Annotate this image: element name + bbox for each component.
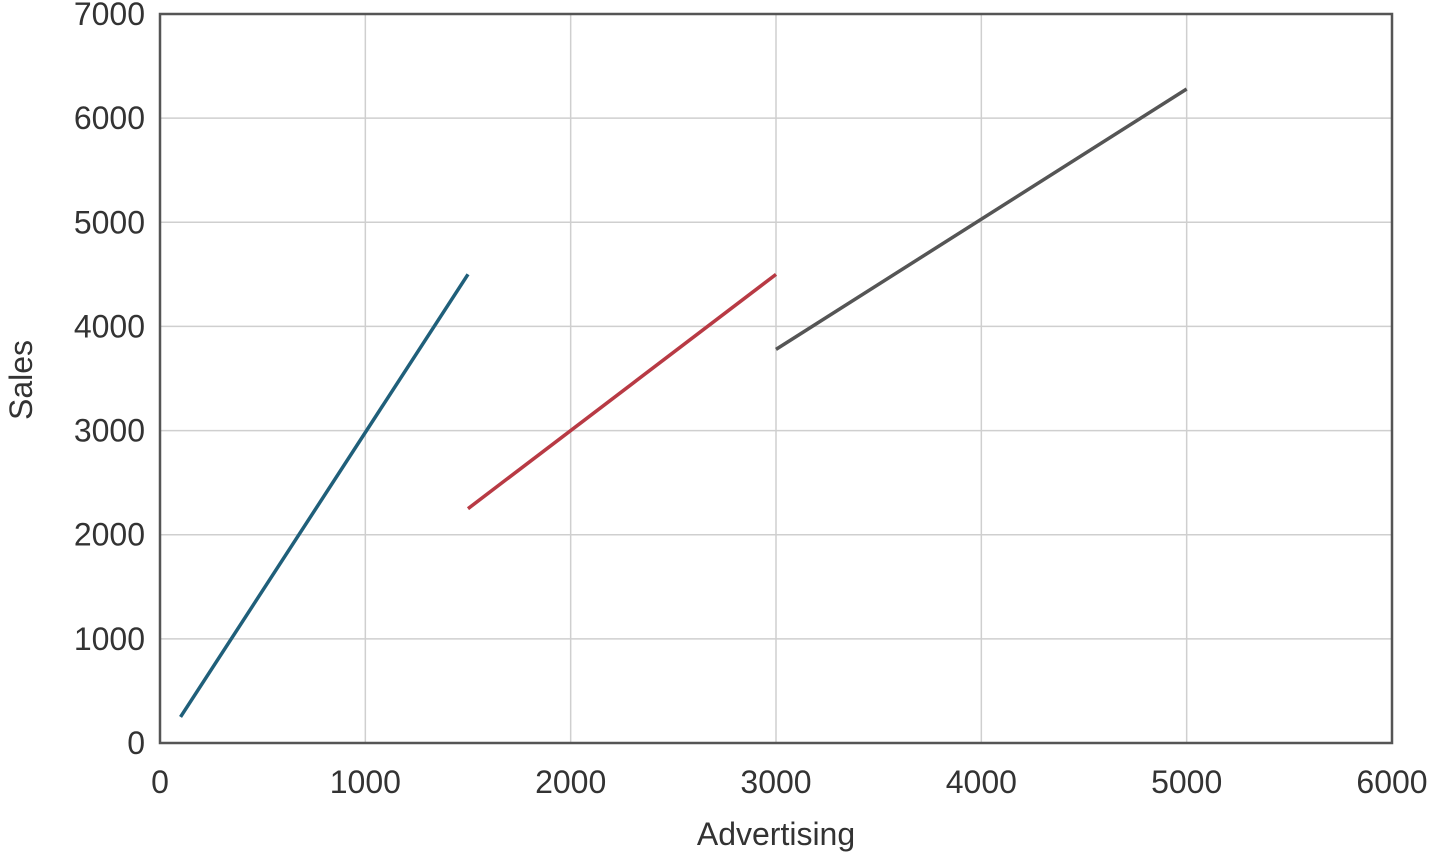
x-tick-label: 4000 bbox=[946, 764, 1017, 800]
x-tick-label: 2000 bbox=[535, 764, 606, 800]
x-tick-labels: 0 1000 2000 3000 4000 5000 6000 bbox=[151, 764, 1427, 800]
y-axis-label: Sales bbox=[3, 340, 39, 420]
x-tick-label: 5000 bbox=[1151, 764, 1222, 800]
x-tick-label: 3000 bbox=[740, 764, 811, 800]
plot-frame bbox=[158, 12, 1394, 745]
y-tick-label: 5000 bbox=[74, 204, 145, 240]
series-line-3 bbox=[775, 87, 1188, 351]
x-axis-label: Advertising bbox=[697, 816, 855, 852]
y-tick-label: 2000 bbox=[74, 517, 145, 553]
x-tick-label: 0 bbox=[151, 764, 169, 800]
y-tick-label: 0 bbox=[127, 725, 145, 761]
y-tick-label: 4000 bbox=[74, 308, 145, 344]
y-tick-labels: 0 1000 2000 3000 4000 5000 6000 7000 bbox=[74, 0, 145, 761]
y-tick-label: 7000 bbox=[74, 0, 145, 32]
y-tick-label: 1000 bbox=[74, 621, 145, 657]
series-line-1 bbox=[179, 273, 470, 718]
series-line-2 bbox=[466, 272, 778, 511]
grid bbox=[159, 13, 1393, 744]
y-tick-label: 6000 bbox=[74, 100, 145, 136]
x-tick-label: 1000 bbox=[330, 764, 401, 800]
y-tick-label: 3000 bbox=[74, 413, 145, 449]
series-group bbox=[179, 87, 1188, 718]
x-tick-label: 6000 bbox=[1356, 764, 1427, 800]
